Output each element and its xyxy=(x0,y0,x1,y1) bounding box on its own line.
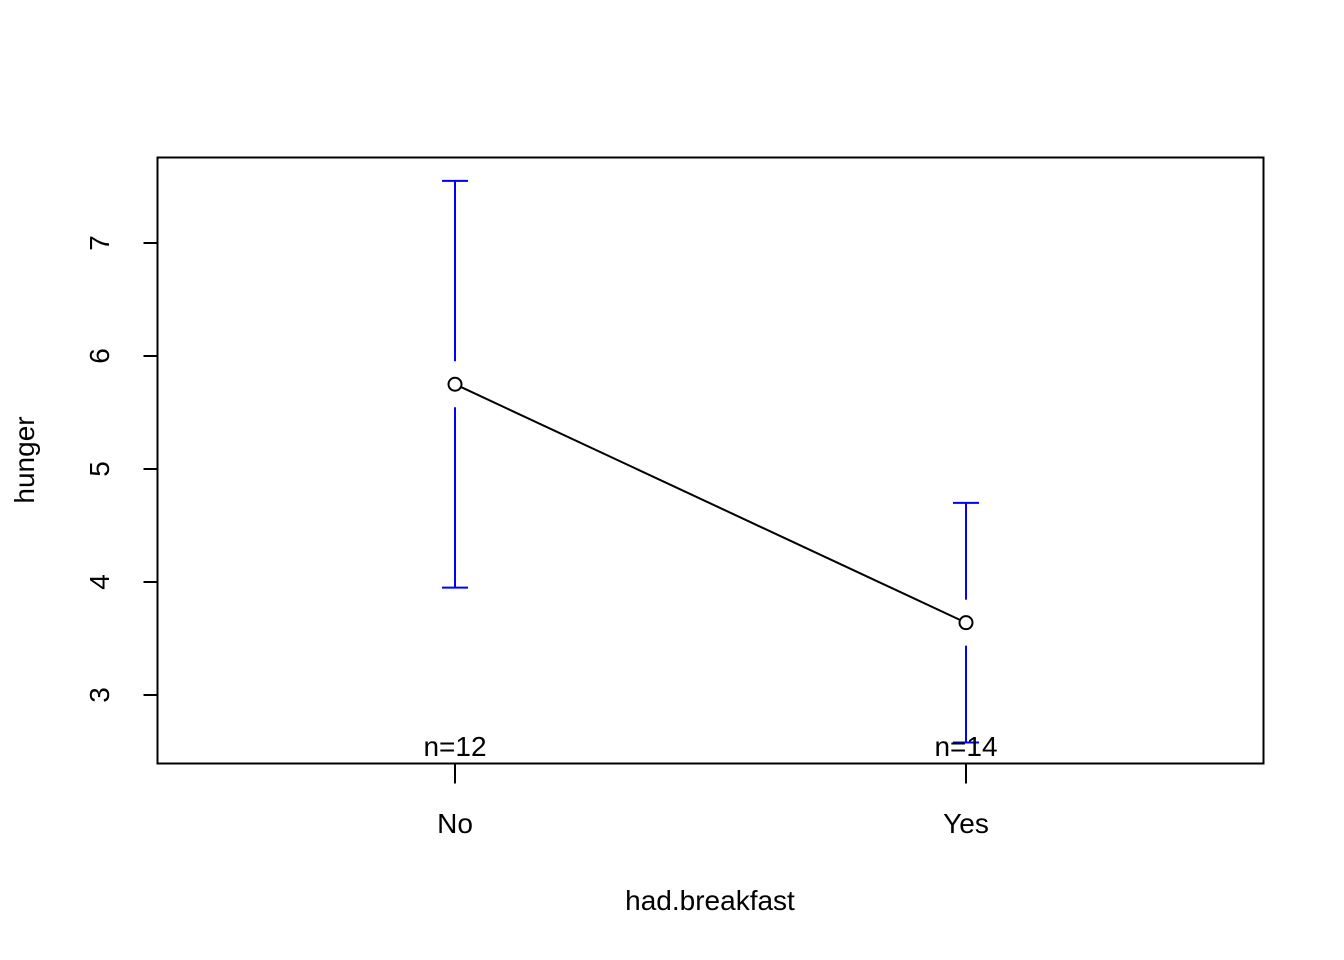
plot-marks: n=12 n=14 xyxy=(423,179,998,762)
mean-line-segment xyxy=(460,386,961,621)
n-label: n=14 xyxy=(934,731,997,762)
y-axis-title: hunger xyxy=(9,416,40,503)
y-tick-label: 4 xyxy=(84,574,115,590)
y-tick-label: 5 xyxy=(84,461,115,477)
mean-point xyxy=(958,615,974,631)
n-label: n=12 xyxy=(423,731,486,762)
mean-point xyxy=(447,376,463,392)
x-axis: No Yes xyxy=(437,762,989,839)
x-axis-title: had.breakfast xyxy=(625,885,795,916)
y-axis: 3 4 5 6 7 xyxy=(84,235,159,703)
y-tick-label: 7 xyxy=(84,235,115,251)
y-tick-label: 6 xyxy=(84,348,115,364)
y-tick-label: 3 xyxy=(84,687,115,703)
x-tick-label: No xyxy=(437,808,473,839)
x-tick-label: Yes xyxy=(943,808,989,839)
plot-frame xyxy=(156,156,1265,765)
